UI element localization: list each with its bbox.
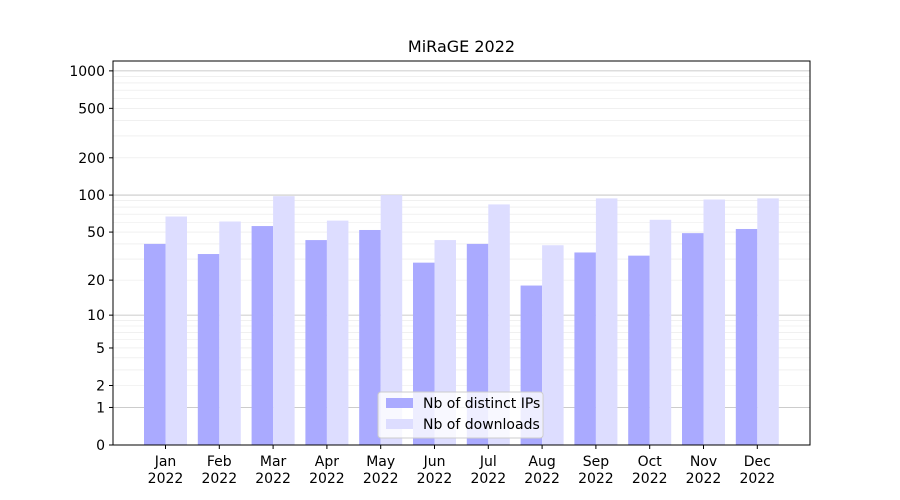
x-tick-label-year: 2022 xyxy=(470,471,506,487)
legend: Nb of distinct IPs Nb of downloads xyxy=(377,391,544,439)
x-tick-label-year: 2022 xyxy=(417,471,453,487)
x-tick-label-year: 2022 xyxy=(524,471,560,487)
bar-downloads-jan xyxy=(165,216,187,445)
legend-label: Nb of downloads xyxy=(423,417,540,433)
x-tick-label-month: Jul xyxy=(479,454,497,470)
legend-swatch xyxy=(386,419,413,429)
y-tick-label: 10 xyxy=(87,308,105,324)
bar-downloads-oct xyxy=(649,219,672,445)
x-tick-label-month: Mar xyxy=(260,454,287,470)
x-axis: Jan2022Feb2022Mar2022Apr2022May2022Jun20… xyxy=(148,445,775,487)
bar-downloads-nov xyxy=(703,199,725,445)
x-tick-label-month: Sep xyxy=(583,454,610,470)
x-tick-label-year: 2022 xyxy=(363,471,399,487)
bar-downloads-mar xyxy=(273,196,295,445)
x-tick-label-year: 2022 xyxy=(201,471,237,487)
x-tick-label-year: 2022 xyxy=(739,471,775,487)
bar-ips-apr xyxy=(305,240,327,445)
x-tick-label-month: Apr xyxy=(315,454,339,470)
legend-swatch xyxy=(386,398,413,408)
bar-ips-dec xyxy=(735,228,758,445)
bar-ips-may xyxy=(359,229,381,445)
bar-ips-oct xyxy=(628,255,650,445)
x-tick-label-year: 2022 xyxy=(686,471,722,487)
x-tick-label-month: Jun xyxy=(423,454,446,470)
y-tick-label: 100 xyxy=(78,188,105,204)
y-tick-label: 1000 xyxy=(69,64,105,80)
bar-downloads-aug xyxy=(542,245,564,445)
y-tick-label: 1 xyxy=(96,400,105,416)
x-tick-label-year: 2022 xyxy=(255,471,291,487)
bar-ips-mar xyxy=(251,226,274,445)
bar-ips-sep xyxy=(574,252,596,445)
bar-downloads-dec xyxy=(757,198,779,445)
plot-frame xyxy=(112,60,811,446)
bar-downloads-jul xyxy=(488,204,510,445)
legend-label: Nb of distinct IPs xyxy=(423,396,540,412)
bar-downloads-apr xyxy=(326,220,349,445)
y-tick-label: 20 xyxy=(87,273,105,289)
x-tick-label-year: 2022 xyxy=(632,471,668,487)
y-tick-label: 50 xyxy=(87,225,105,241)
x-tick-label-year: 2022 xyxy=(148,471,184,487)
bar-downloads-may xyxy=(380,195,403,445)
x-tick-label-month: Dec xyxy=(744,454,771,470)
y-tick-label: 2 xyxy=(96,379,105,395)
bar-downloads-sep xyxy=(595,198,618,445)
y-tick-label: 0 xyxy=(96,438,105,454)
x-tick-label-month: Oct xyxy=(638,454,663,470)
y-axis: 0 1 2 5 10 20 50 100 200 500 1000 xyxy=(69,64,113,454)
x-tick-label-month: Feb xyxy=(207,454,232,470)
legend-box xyxy=(377,391,544,439)
chart-title: MiRaGE 2022 xyxy=(408,37,515,56)
x-tick-label-month: Nov xyxy=(690,454,717,470)
bar-ips-feb xyxy=(197,254,220,445)
y-tick-label: 500 xyxy=(78,101,105,117)
bar-downloads-feb xyxy=(219,221,241,445)
x-tick-label-year: 2022 xyxy=(578,471,614,487)
y-tick-label: 5 xyxy=(96,341,105,357)
bar-ips-nov xyxy=(682,233,704,445)
y-tick-label: 200 xyxy=(78,151,105,167)
x-tick-label-month: May xyxy=(366,454,395,470)
bar-ips-jan xyxy=(144,243,166,445)
x-tick-label-month: Aug xyxy=(528,454,555,470)
x-tick-label-year: 2022 xyxy=(309,471,345,487)
x-tick-label-month: Jan xyxy=(154,454,177,470)
